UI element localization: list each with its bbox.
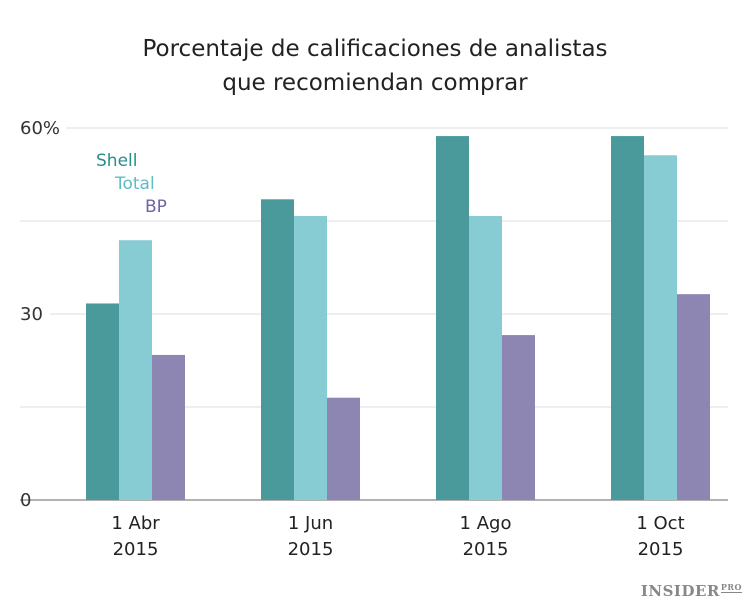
y-tick-label: 30 bbox=[20, 304, 43, 325]
chart-title-line-1: Porcentaje de calificaciones de analista… bbox=[142, 36, 608, 62]
legend-total: Total bbox=[114, 174, 155, 194]
bar-bp-4 bbox=[677, 294, 710, 500]
bar-total-2 bbox=[294, 216, 327, 501]
bar-shell-3 bbox=[436, 136, 469, 500]
legend-shell: Shell bbox=[96, 151, 137, 171]
bar-total-4 bbox=[644, 155, 677, 500]
bar-shell-1 bbox=[86, 303, 119, 500]
chart-title-line-2: que recomiendan comprar bbox=[222, 70, 528, 96]
x-tick-year: 2015 bbox=[638, 539, 684, 560]
bar-shell-2 bbox=[261, 199, 294, 501]
bar-bp-1 bbox=[152, 354, 185, 500]
bar-bp-2 bbox=[327, 397, 360, 500]
y-tick-label: 60% bbox=[20, 118, 60, 139]
x-tick-label: 1 Ago bbox=[460, 513, 512, 534]
bar-shell-4 bbox=[611, 136, 644, 500]
x-tick-year: 2015 bbox=[463, 539, 509, 560]
bar-bp-3 bbox=[502, 335, 535, 500]
bar-total-1 bbox=[119, 240, 152, 500]
bar-total-3 bbox=[469, 216, 502, 501]
insider-pro-logo: INSIDERPRO bbox=[640, 582, 742, 600]
x-tick-label: 1 Abr bbox=[111, 513, 160, 534]
legend-bp: BP bbox=[145, 197, 167, 217]
y-tick-label: 0 bbox=[20, 490, 31, 511]
x-tick-label: 1 Jun bbox=[288, 513, 333, 534]
x-tick-year: 2015 bbox=[288, 539, 334, 560]
chart-title: Porcentaje de calificaciones de analista… bbox=[0, 32, 750, 100]
x-tick-label: 1 Oct bbox=[636, 513, 684, 534]
x-tick-year: 2015 bbox=[113, 539, 159, 560]
